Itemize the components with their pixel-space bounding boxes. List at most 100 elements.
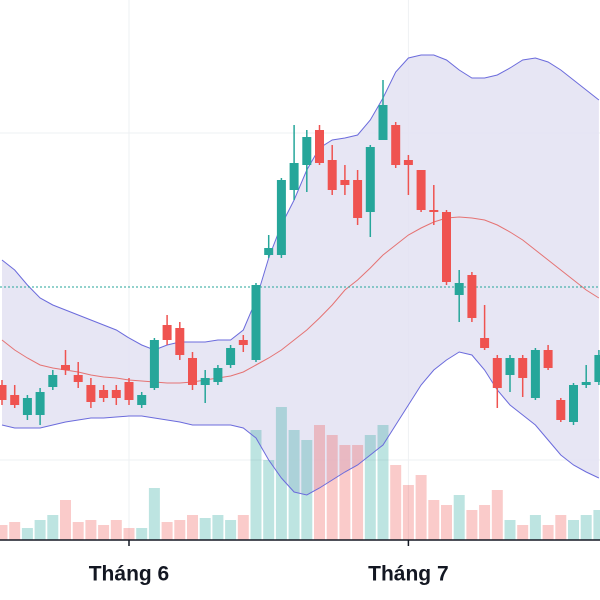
x-tick-label: Tháng 6 [89,563,170,586]
volume-bar [479,505,491,540]
volume-bar [377,425,389,540]
volume-bar [85,520,97,540]
volume-bar [326,435,338,540]
candle-body [61,365,70,370]
candle-body [35,392,45,415]
candle-body [480,338,490,348]
candle-body [492,358,502,388]
candle-body [188,358,197,385]
candle-body [149,340,159,388]
volume-bar [148,488,160,540]
candle-body [353,180,363,218]
volume-bar [225,520,237,540]
volume-bar [136,528,148,540]
candle-body [543,350,553,368]
candle-body [429,210,439,212]
volume-bar [415,475,427,540]
volume-bar [428,500,440,540]
candle-body [378,105,388,140]
candle-body [340,180,350,185]
candle-body [454,283,464,295]
candle-body [518,358,528,378]
volume-bar [34,520,46,540]
candle-body [137,395,147,405]
candle-body [315,130,324,163]
volume-bar [390,465,402,540]
volume-bar [9,522,21,540]
band-lower [1,351,600,496]
axis-bg [0,540,600,600]
volume-bar [161,522,173,540]
candle-body [327,160,337,190]
volume-bar [47,515,59,540]
band-fill [2,55,599,495]
volume-bar [288,430,300,540]
volume-bar [402,485,414,540]
candle-body [200,378,210,385]
candle-body [276,180,286,255]
volume-bar [441,505,452,540]
volume-bar [187,515,198,540]
candle-body [73,375,83,382]
candle-body [22,398,32,415]
volume-bar [110,520,122,540]
candle-body [10,395,20,405]
candle-body [365,147,375,212]
volume-bar [491,490,503,540]
candle-body [581,382,591,385]
x-tick-label: Tháng 7 [368,563,449,586]
volume-bar [237,515,249,540]
candle-body [505,358,515,375]
volume-bar [123,528,135,540]
volume-bar [275,407,287,540]
volume-bar [72,522,84,540]
volume-bar [314,425,325,540]
candle-body [226,348,236,365]
volume-bar [453,495,465,540]
candle-body [264,248,274,255]
candle-body [530,350,540,398]
candle-body [302,137,312,165]
candle-body [251,285,261,360]
candle-body [594,355,600,382]
candle-body [162,325,172,340]
candle-body [442,212,451,282]
volume-bar [98,525,110,540]
volume-bar [517,525,529,540]
candle-body [289,163,299,190]
volume-bar [542,525,554,540]
volume-bar [580,515,592,540]
candle-body [124,382,134,400]
band-middle [1,216,600,384]
volume-bar [504,520,516,540]
volume-bar [593,510,600,540]
volume-bar [352,445,364,540]
candle-body [175,328,185,355]
volume-bar [529,515,541,540]
candle-body [86,385,96,402]
candle-body [48,375,58,387]
volume-bar [301,440,313,540]
volume-bar [568,520,579,540]
candle-body [403,160,413,165]
volume-bar [250,430,262,540]
candle-body [238,340,248,345]
volume-bar [364,435,376,540]
candle-body [556,400,566,420]
candle-body [111,390,121,398]
volume-bar [60,500,71,540]
band-upper [1,54,600,351]
volume-bar [555,515,567,540]
volume-bar [174,520,186,540]
candle-body [391,125,401,165]
candle-body [467,275,477,318]
volume-bar [466,510,478,540]
candle-body [213,368,223,382]
volume-bar [263,460,275,540]
candle-body [569,385,578,422]
candle-body [416,170,426,210]
volume-bar [212,515,224,540]
volume-bar [21,528,33,540]
volume-bar [199,518,211,540]
